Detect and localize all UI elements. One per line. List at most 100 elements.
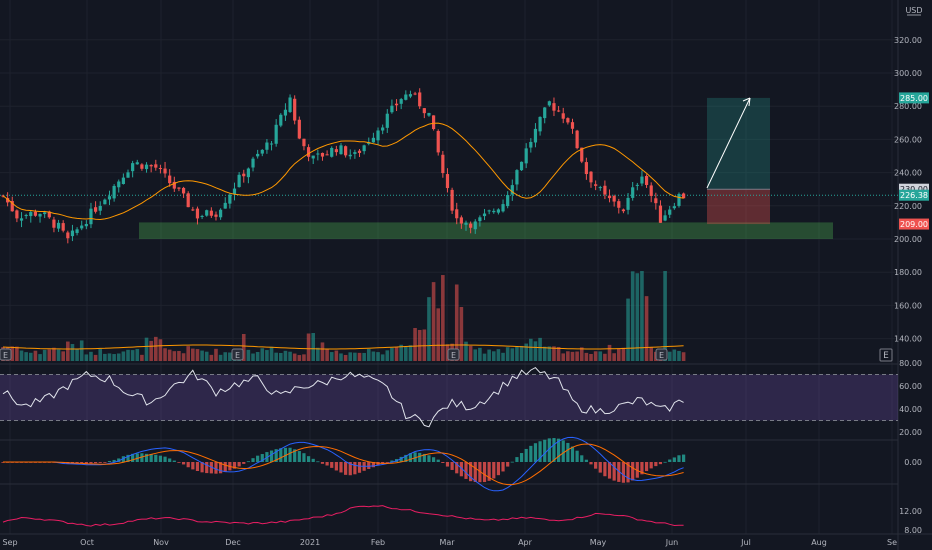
rsi-line[interactable] <box>2 366 684 428</box>
macd-bar <box>320 462 325 464</box>
extra-axis[interactable]: 12.00 8.00 <box>899 507 922 535</box>
volume-bar <box>121 351 126 361</box>
macd-bar <box>334 462 338 471</box>
volume-bar <box>191 348 195 361</box>
macd-bar <box>214 462 218 474</box>
expand-button[interactable]: E <box>879 348 893 362</box>
volume-bar <box>519 345 524 361</box>
macd-bar <box>464 462 468 479</box>
target-zone[interactable] <box>707 97 770 190</box>
candle-body <box>205 210 209 216</box>
macd-bar <box>200 462 204 473</box>
rsi-tick-label: 60.00 <box>899 382 922 391</box>
candle-body <box>144 164 149 170</box>
macd-bar <box>524 448 528 462</box>
volume-bar <box>376 352 380 361</box>
price-badge-label: 230.00 <box>900 185 928 194</box>
candle-body <box>256 153 260 157</box>
price-axis[interactable]: 320.00 300.00 280.00 260.00 240.00 220.00 200.… <box>894 36 922 344</box>
macd-bar <box>603 462 607 477</box>
candlestick-series[interactable] <box>1 88 686 244</box>
macd-bar <box>232 462 237 469</box>
price-tick-label: 260.00 <box>894 135 922 144</box>
candle-body <box>561 113 565 119</box>
macd-bar <box>80 462 84 464</box>
candle-body <box>334 149 338 153</box>
volume-bar <box>61 351 65 361</box>
support-zone[interactable] <box>139 222 833 239</box>
price-tick-label: 160.00 <box>894 301 922 310</box>
candle-body <box>482 213 487 217</box>
volume-bar <box>265 350 269 361</box>
macd-bar <box>330 462 334 468</box>
candle-body <box>344 146 348 156</box>
candle-body <box>584 162 588 175</box>
volume-bar <box>681 352 686 361</box>
macd-bar <box>131 453 135 462</box>
candle-body <box>427 112 431 116</box>
time-axis[interactable]: Sep Oct Nov Dec 2021 Feb Mar Apr May Jun Jul Aug Se <box>2 538 897 547</box>
stop-zone[interactable] <box>707 189 770 225</box>
macd-bar <box>390 460 394 462</box>
macd-bar <box>473 462 477 483</box>
macd-bar <box>223 462 227 473</box>
extra-indicator-line[interactable] <box>2 505 684 527</box>
projection-arrow[interactable] <box>706 97 751 189</box>
candle-body <box>311 155 315 159</box>
macd-bar <box>445 462 450 467</box>
moving-average-line[interactable] <box>2 122 684 221</box>
time-tick-label: Nov <box>153 538 169 547</box>
macd-bar <box>279 448 283 462</box>
macd-line[interactable] <box>3 436 684 492</box>
candle-body <box>543 107 547 119</box>
macd-bar <box>515 457 519 462</box>
macd-bar <box>617 462 621 482</box>
macd-bar <box>672 457 676 462</box>
macd-bar <box>297 451 301 462</box>
candle-body <box>617 201 621 208</box>
volume-bar <box>153 336 158 361</box>
price-badge: 209.00 <box>899 218 929 230</box>
macd-bar <box>450 462 454 470</box>
macd-bar <box>172 460 176 462</box>
signal-line[interactable] <box>3 443 684 486</box>
volume-bar <box>144 337 149 361</box>
volume-bar <box>482 353 487 361</box>
volume-bar <box>149 340 153 361</box>
macd-bar <box>496 462 501 476</box>
candle-body <box>436 130 440 153</box>
candle-body <box>626 197 630 210</box>
candle-body <box>242 173 246 177</box>
candle-body <box>131 163 135 172</box>
earnings-marker: E <box>447 348 460 361</box>
macd-bar <box>177 462 181 463</box>
candle-body <box>33 211 38 216</box>
candle-body <box>524 148 528 164</box>
volume-bar <box>616 348 621 361</box>
candle-body <box>376 130 380 141</box>
volume-bar <box>357 352 362 361</box>
earnings-marker-label: E <box>451 351 456 360</box>
volume-bar <box>380 354 385 361</box>
candle-body <box>663 215 667 221</box>
macd-bar <box>385 462 389 463</box>
currency-label[interactable]: USD <box>905 6 923 16</box>
macd-bar <box>455 462 459 474</box>
candle-body <box>325 154 329 156</box>
candle-body <box>306 147 311 157</box>
candle-body <box>668 209 672 215</box>
volume-bar <box>436 308 441 361</box>
macd-axis[interactable]: 0.00 <box>904 458 922 467</box>
candle-body <box>112 185 116 199</box>
price-tick-label: 180.00 <box>894 268 922 277</box>
volume-bar <box>218 354 223 361</box>
price-tick-label: 140.00 <box>894 335 922 344</box>
macd-bar <box>84 462 88 464</box>
volume-bar <box>204 351 209 361</box>
price-tick-label: 320.00 <box>894 36 922 45</box>
rsi-axis[interactable]: 80.00 60.00 40.00 20.00 <box>899 359 922 437</box>
candle-body <box>658 205 663 223</box>
